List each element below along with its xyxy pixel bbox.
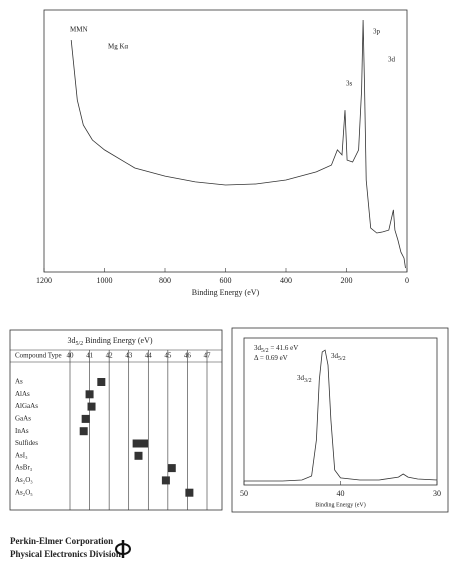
annotation: 3d5/2 xyxy=(331,352,346,363)
x-tick-label: 400 xyxy=(280,276,292,285)
row-label: AlAs xyxy=(15,390,30,398)
table-title-part: 5/2 xyxy=(75,341,83,347)
table-title: 3d5/2 Binding Energy (eV) xyxy=(67,336,152,348)
annotation: Mg Kα xyxy=(108,43,129,51)
dot-mark xyxy=(79,427,88,436)
x-tick-label: 42 xyxy=(106,352,114,360)
dot-mark xyxy=(85,390,94,399)
annotation-part: = 41.6 eV xyxy=(269,344,299,352)
row-label: AlGaAs xyxy=(15,402,38,410)
x-tick-label: 41 xyxy=(86,352,94,360)
spectrum-line xyxy=(70,19,406,269)
annotation: 3p xyxy=(373,28,381,36)
detail-frame xyxy=(231,327,449,513)
x-tick-label: 600 xyxy=(220,276,232,285)
annotation: 3s xyxy=(346,80,353,88)
row-header: Compound Type xyxy=(15,352,62,360)
row-label: Sulfides xyxy=(15,439,38,447)
x-tick-label: 40 xyxy=(337,489,345,498)
table-title-part: 3d xyxy=(67,336,75,345)
spectrum-line xyxy=(244,349,438,482)
dot-mark xyxy=(81,414,90,423)
annotation-part: 3d xyxy=(297,374,305,382)
x-tick-label: 47 xyxy=(204,352,212,360)
x-tick-label: 40 xyxy=(67,352,75,360)
annotation: 3d xyxy=(388,56,396,64)
row-label: GaAs xyxy=(15,415,31,423)
table-frame xyxy=(9,329,223,511)
dot-mark xyxy=(87,402,96,411)
annotation-part: Δ = 0.69 eV xyxy=(254,354,288,362)
annotation-part: 3d xyxy=(254,344,262,352)
row-label: AsBr₃ xyxy=(15,464,33,472)
annotation: Δ = 0.69 eV xyxy=(254,354,288,362)
row-label: As₂O₅ xyxy=(15,488,33,496)
row-label: As xyxy=(15,378,23,386)
dot-mark xyxy=(97,378,106,386)
x-axis-label: Binding Energy (eV) xyxy=(315,501,366,508)
x-tick-label: 200 xyxy=(341,276,353,285)
plot-frame xyxy=(43,9,408,273)
x-axis-label: Binding Energy (eV) xyxy=(192,288,260,297)
row-label: AsI₃ xyxy=(15,451,28,459)
footer-division: Physical Electronics Division xyxy=(10,549,121,559)
x-tick-label: 44 xyxy=(145,352,153,360)
dot-mark xyxy=(134,451,143,460)
x-tick-label: 43 xyxy=(125,352,133,360)
annotation: 3d5/2 = 41.6 eV xyxy=(254,344,298,355)
x-tick-label: 46 xyxy=(184,352,192,360)
dot-mark xyxy=(185,488,194,497)
x-tick-label: 1200 xyxy=(36,276,52,285)
x-tick-label: 0 xyxy=(405,276,409,285)
range-mark xyxy=(132,439,149,448)
x-tick-label: 800 xyxy=(159,276,171,285)
annotation-part: 3d xyxy=(331,352,339,360)
row-label: InAs xyxy=(15,427,29,435)
logo xyxy=(115,540,131,558)
x-tick-label: 45 xyxy=(164,352,172,360)
dot-mark xyxy=(161,476,170,485)
annotation-part: 3/2 xyxy=(304,378,312,384)
annotation-part: 5/2 xyxy=(261,348,269,354)
annotation-part: 5/2 xyxy=(338,356,346,362)
annotation: MMN xyxy=(70,26,88,34)
row-label: As₂O₃ xyxy=(15,476,33,484)
x-tick-label: 50 xyxy=(240,489,248,498)
table-title-part: Binding Energy (eV) xyxy=(83,336,153,345)
footer-company: Perkin-Elmer Corporation xyxy=(10,536,113,546)
annotation: 3d3/2 xyxy=(297,374,312,385)
dot-mark xyxy=(167,464,176,473)
x-tick-label: 30 xyxy=(433,489,441,498)
x-tick-label: 1000 xyxy=(97,276,113,285)
